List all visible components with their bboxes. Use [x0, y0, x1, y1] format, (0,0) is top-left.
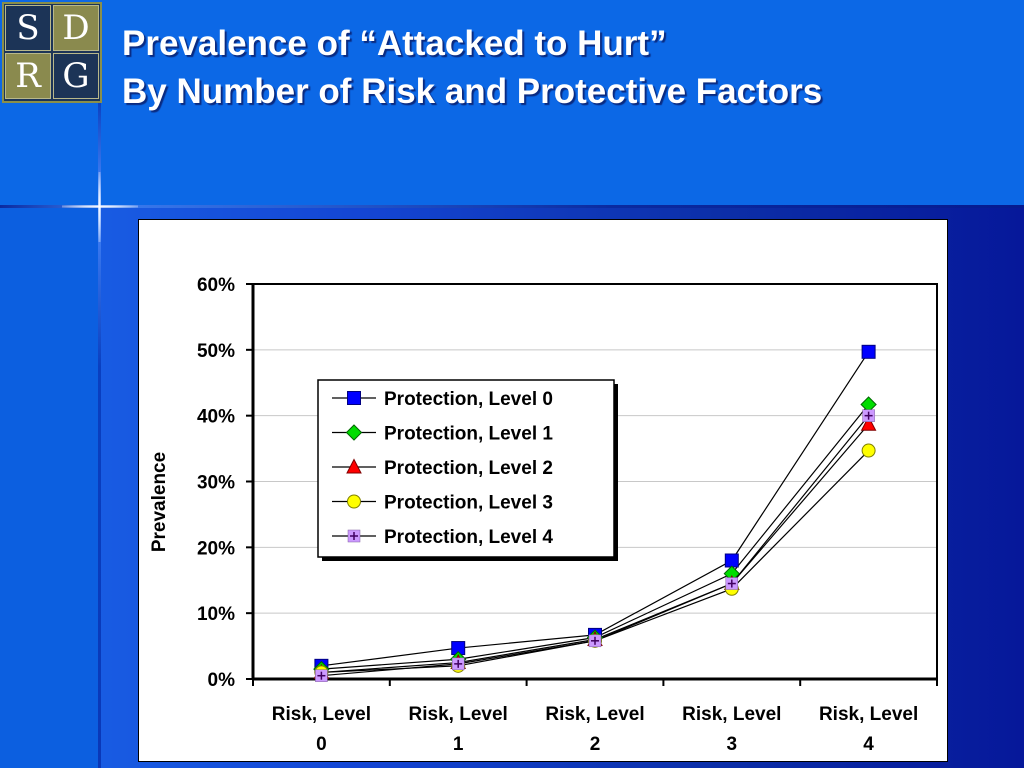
data-point — [861, 443, 876, 458]
legend-marker — [347, 494, 361, 509]
legend-marker — [345, 424, 363, 441]
slide-title-line-1: Prevalence of “Attacked to Hurt” — [122, 24, 667, 63]
x-tick-label: 3 — [727, 734, 738, 755]
legend-label: Protection, Level 1 — [384, 424, 553, 445]
logo-letter-g: G — [53, 53, 99, 99]
x-tick-labels: Risk, Level 0 Risk, Level 1 Risk, Level 2 Risk… — [272, 704, 918, 755]
legend-label: Protection, Level 3 — [384, 493, 553, 514]
x-tick-label: 4 — [863, 734, 874, 755]
legend-label: Protection, Level 4 — [384, 527, 553, 548]
sparkle-vertical — [98, 172, 101, 242]
slide-title-line-2: By Number of Risk and Protective Factors — [122, 72, 823, 111]
legend-marker — [347, 529, 361, 543]
data-point — [724, 553, 739, 568]
y-tick-label: 40% — [197, 407, 235, 428]
legend-label: Protection, Level 0 — [384, 389, 553, 410]
y-tick-label: 20% — [197, 538, 235, 559]
data-point — [861, 344, 876, 359]
legend: Protection, Level 0 Protection, Level 1 Pr… — [317, 379, 618, 561]
y-tick-label: 50% — [197, 341, 235, 362]
sdrg-logo: S D R G — [2, 2, 102, 103]
logo-letter-s: S — [5, 5, 51, 51]
decorative-vertical-line — [98, 100, 101, 768]
prevalence-chart: Prevalence 0% 10% 20% 30% 40% 50% 60% Risk, Le… — [149, 275, 938, 755]
legend-label: Protection, Level 2 — [384, 458, 553, 479]
data-point — [725, 577, 739, 590]
legend-marker — [347, 391, 361, 405]
x-tick-label: Risk, Level — [819, 704, 918, 725]
decorative-horizontal-line — [0, 205, 1024, 208]
data-point — [315, 669, 328, 682]
logo-letter-d: D — [53, 5, 99, 51]
legend-box — [317, 379, 615, 558]
data-point — [588, 634, 602, 648]
x-tick-label: Risk, Level — [545, 704, 644, 725]
data-point — [862, 409, 875, 422]
x-tick-label: Risk, Level — [272, 704, 371, 725]
x-tick-label: Risk, Level — [409, 704, 508, 725]
axes: Prevalence — [149, 283, 938, 686]
x-tick-label: Risk, Level — [682, 704, 781, 725]
y-axis-label: Prevalence — [149, 452, 170, 552]
x-tick-label: 1 — [453, 734, 464, 755]
x-tick-label: 0 — [316, 734, 327, 755]
background-left-band — [0, 207, 100, 768]
series-markers — [313, 344, 877, 682]
chart-panel: Prevalence 0% 10% 20% 30% 40% 50% 60% Risk, Le… — [138, 219, 948, 762]
x-tick-label: 2 — [590, 734, 601, 755]
data-point — [451, 657, 465, 671]
slide-title: Prevalence of “Attacked to Hurt” By Numb… — [122, 20, 822, 116]
y-tick-label: 0% — [208, 670, 236, 691]
y-tick-label: 60% — [197, 275, 235, 296]
data-point — [860, 415, 877, 431]
y-tick-labels: 0% 10% 20% 30% 40% 50% 60% — [197, 275, 235, 691]
y-tick-label: 10% — [197, 604, 235, 625]
logo-letter-r: R — [5, 53, 51, 99]
legend-marker — [346, 458, 362, 474]
y-tick-label: 30% — [197, 473, 235, 494]
